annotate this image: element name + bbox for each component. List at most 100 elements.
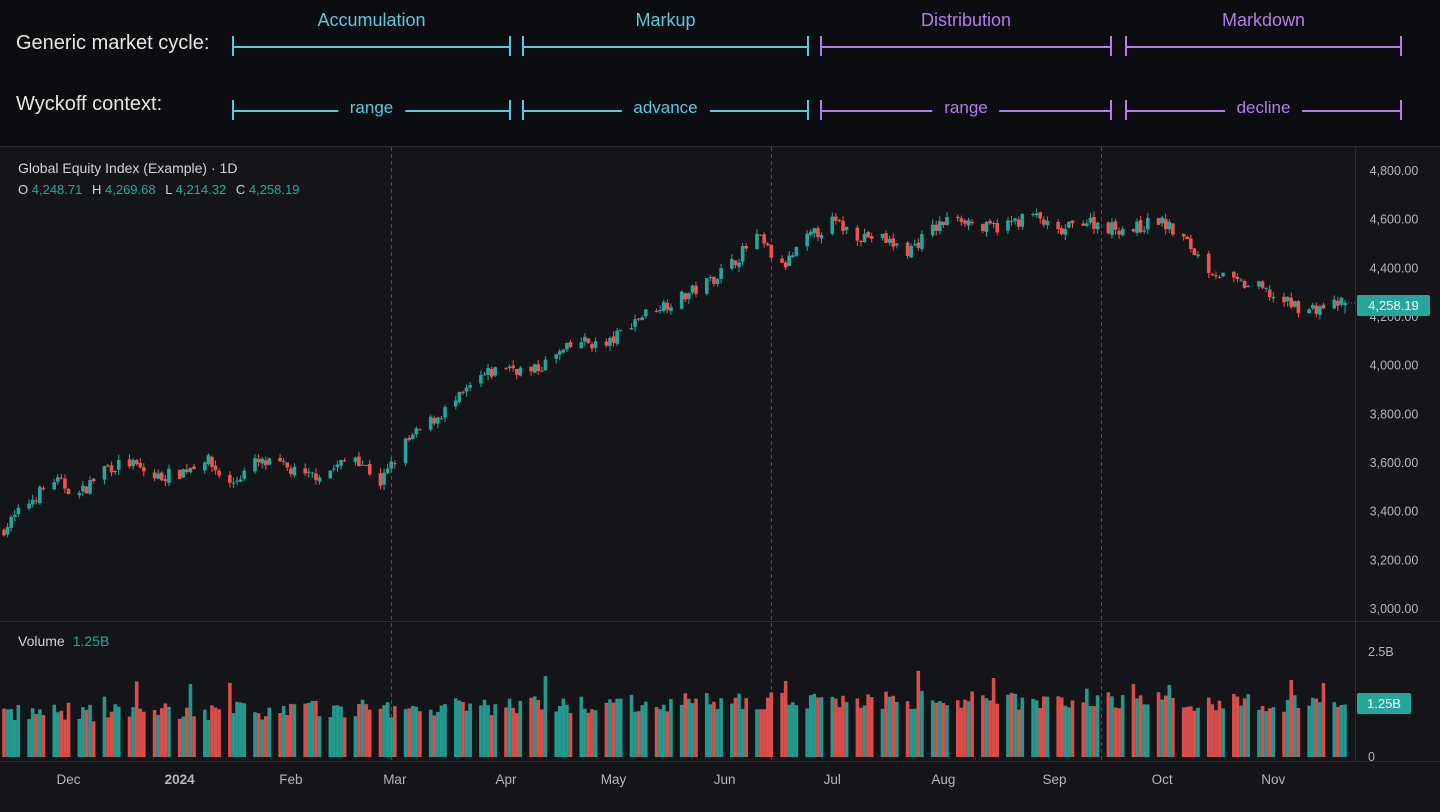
candle-body [1063, 228, 1068, 235]
volume-bar [963, 699, 967, 757]
volume-bar [81, 707, 85, 757]
candle-body [159, 472, 164, 481]
volume-bar [382, 705, 386, 757]
volume-bar [687, 698, 691, 757]
candle-body [1142, 230, 1147, 232]
candle-body [862, 233, 867, 242]
candle-body [382, 472, 386, 485]
candle-body [393, 463, 397, 465]
chart-title: Global Equity Index (Example) · 1D [18, 160, 238, 176]
volume-bar [328, 717, 333, 757]
candle-body [1045, 220, 1050, 226]
volume-bar [479, 705, 483, 757]
candle-body [844, 226, 849, 231]
candle-body [955, 216, 960, 218]
candle-body [787, 255, 792, 266]
context-range-1: range [232, 98, 511, 122]
candle-body [1110, 222, 1114, 235]
volume-bar [1095, 695, 1100, 757]
candle-body [791, 255, 795, 257]
time-tick-label: Oct [1152, 772, 1173, 787]
candle-body [658, 310, 662, 312]
candle-body [142, 467, 146, 472]
candle-body [102, 466, 107, 480]
candle-body [88, 479, 92, 494]
candle-body [303, 468, 307, 474]
volume-bar [866, 694, 870, 757]
volume-bar [1070, 700, 1075, 757]
volume-label: Volume [18, 633, 65, 649]
volume-bar [1336, 706, 1340, 757]
candle-body [410, 434, 415, 439]
candle-body [694, 285, 698, 294]
candle-body [834, 216, 838, 221]
volume-bar [633, 711, 637, 757]
volume-bar [783, 680, 788, 757]
candle-body [52, 482, 56, 490]
volume-bar [941, 703, 946, 757]
volume-bar [719, 698, 723, 757]
candle-body [916, 242, 921, 248]
volume-bar [640, 705, 645, 757]
volume-bar [27, 719, 31, 757]
candle-body [543, 359, 548, 371]
volume-bar [113, 704, 117, 757]
volume-bar [984, 698, 989, 757]
volume-bar [1085, 688, 1089, 757]
candle-body [1145, 217, 1150, 230]
candle-body [895, 243, 899, 246]
candle-body [357, 456, 361, 467]
candle-body [192, 466, 196, 470]
candle-body [310, 472, 315, 474]
candle-body [733, 260, 738, 266]
volume-bar [780, 692, 784, 757]
volume-bar [744, 698, 749, 757]
candle-body [317, 477, 322, 482]
volume-bar [504, 707, 508, 757]
volume-bar [679, 704, 684, 757]
volume-bar [891, 695, 896, 757]
high-key: H [91, 182, 102, 197]
candle-body [1307, 309, 1311, 314]
candle-body [1070, 220, 1075, 224]
candle-body [1296, 301, 1301, 314]
candle-body [683, 293, 688, 300]
volume-bar [629, 694, 634, 757]
candle-body [841, 220, 845, 232]
volume-bar [568, 712, 573, 757]
candle-body [1232, 271, 1236, 278]
candle-body [210, 456, 214, 467]
candle-body [565, 343, 569, 350]
context-advance: advance [522, 98, 809, 122]
volume-bar [1088, 706, 1093, 757]
time-tick-label: Feb [279, 772, 302, 787]
candle-body [514, 368, 519, 375]
volume-bar [1339, 704, 1344, 757]
volume-bar [1221, 708, 1225, 757]
candle-body [1113, 221, 1118, 230]
volume-bar [1185, 706, 1190, 757]
volume-bar [554, 711, 558, 757]
candle-body [461, 391, 465, 393]
volume-bar [256, 713, 261, 757]
time-tick-label: May [601, 772, 627, 787]
volume-bar [1232, 693, 1236, 757]
candle-body [432, 418, 437, 424]
volume-bar [1081, 702, 1086, 757]
volume-bar [1063, 705, 1068, 757]
volume-bar [231, 713, 236, 757]
candle-body [1117, 230, 1121, 235]
candle-body [38, 487, 42, 504]
volume-bar [1314, 698, 1319, 757]
candle-body [1314, 305, 1319, 314]
volume-bar [1156, 692, 1161, 757]
candle-body [934, 224, 939, 231]
candle-body [712, 276, 716, 284]
candle-body [12, 514, 17, 517]
candle-body [342, 460, 347, 462]
candle-body [1192, 248, 1197, 256]
candle-body [231, 482, 236, 484]
candle-body [869, 236, 874, 239]
volume-bar [88, 704, 92, 757]
